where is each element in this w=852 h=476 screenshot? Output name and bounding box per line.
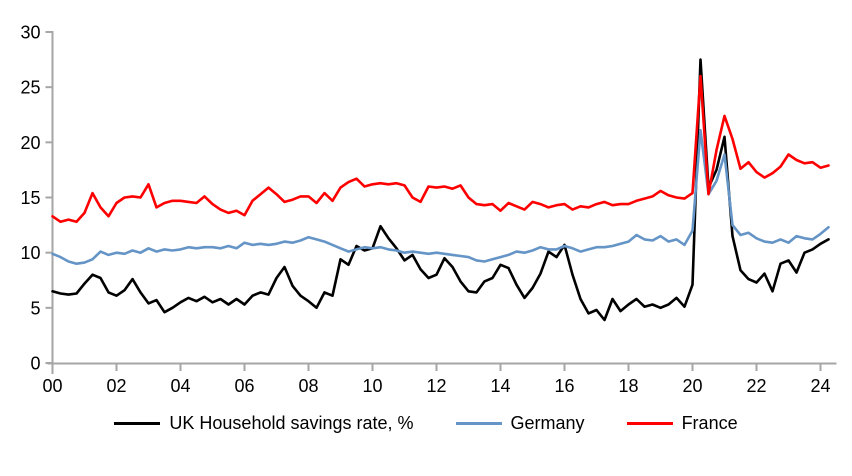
legend-label-germany: Germany <box>510 413 585 433</box>
legend-item-uk-household-savings-rate: UK Household savings rate, % <box>114 413 414 433</box>
y-axis-tick-label: 10 <box>20 243 40 263</box>
chart-plot-area: 0 5 10 15 20 25 30 00 02 04 06 08 10 12 14 16 18 20 22 24 <box>20 23 837 396</box>
x-axis-tick-label: 22 <box>746 376 766 396</box>
x-axis-tick-label: 04 <box>170 376 190 396</box>
series-line-france <box>51 74 830 224</box>
y-axis-tick-label: 20 <box>20 133 40 153</box>
x-axis-tick-label: 24 <box>810 376 830 396</box>
legend-label-france: France <box>681 413 738 433</box>
x-axis-tick-label: 02 <box>106 376 126 396</box>
x-axis-tick-label: 00 <box>42 376 62 396</box>
legend-line-swatch-germany <box>455 421 502 425</box>
x-axis-tick-label: 06 <box>234 376 254 396</box>
chart-legend: UK Household savings rate, % Germany Franc… <box>0 414 852 432</box>
x-axis-tick-label: 16 <box>554 376 574 396</box>
legend-item-france: France <box>626 413 738 433</box>
y-axis-tick-label: 5 <box>30 298 40 318</box>
x-axis-tick-label: 10 <box>362 376 382 396</box>
legend-line-swatch-uk-household-savings-rate <box>114 421 161 425</box>
y-axis-tick-label: 0 <box>30 354 40 374</box>
x-axis-tick-label: 14 <box>490 376 510 396</box>
legend-line-swatch-france <box>626 421 673 425</box>
legend-label-uk-household-savings-rate: UK Household savings rate, % <box>169 413 414 433</box>
series-line-germany <box>51 128 830 266</box>
x-axis-tick-label: 18 <box>618 376 638 396</box>
y-axis-tick-label: 25 <box>20 78 40 98</box>
x-axis-tick-label: 20 <box>682 376 702 396</box>
y-axis-tick-label: 30 <box>20 23 40 43</box>
legend-item-germany: Germany <box>455 413 585 433</box>
x-axis-tick-label: 12 <box>426 376 446 396</box>
y-axis-tick-label: 15 <box>20 188 40 208</box>
x-axis-tick-label: 08 <box>298 376 318 396</box>
